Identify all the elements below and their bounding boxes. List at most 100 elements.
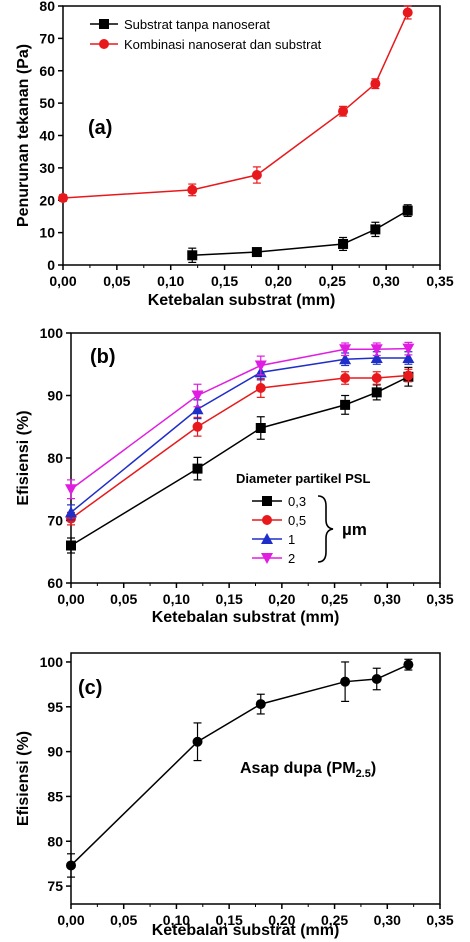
panel-label: (b) xyxy=(90,346,116,368)
legend-label: Substrat tanpa nanoserat xyxy=(124,17,270,32)
y-tick-label: 100 xyxy=(40,325,64,341)
x-tick-label: 0,20 xyxy=(265,273,292,289)
data-point xyxy=(339,344,352,356)
data-point xyxy=(340,399,351,410)
series-1 xyxy=(66,368,414,526)
y-tick-label: 80 xyxy=(47,450,63,466)
x-tick-label: 0,20 xyxy=(268,912,295,928)
y-tick-label: 70 xyxy=(39,30,55,46)
y-tick-label: 75 xyxy=(47,878,63,894)
series-line xyxy=(70,663,409,866)
series-3 xyxy=(65,341,415,500)
legend-brace xyxy=(317,495,334,563)
plot-frame xyxy=(70,652,441,905)
x-tick-label: 0,05 xyxy=(110,912,137,928)
data-point xyxy=(192,421,203,432)
data-point xyxy=(370,78,381,89)
y-tick-label: 95 xyxy=(47,699,63,715)
y-tick-label: 90 xyxy=(47,388,63,404)
legend-label: 2 xyxy=(288,551,295,566)
series-2 xyxy=(65,351,415,521)
y-tick-label: 70 xyxy=(47,513,63,529)
plot-frame xyxy=(70,332,441,584)
legend-marker xyxy=(262,496,272,506)
data-point xyxy=(65,506,77,518)
y-tick-label: 20 xyxy=(39,192,55,208)
data-point xyxy=(370,352,383,363)
data-point xyxy=(191,390,204,402)
data-point xyxy=(371,673,382,684)
data-point xyxy=(338,106,349,117)
data-point xyxy=(187,250,198,261)
data-point xyxy=(255,383,266,393)
x-tick-label: 0,35 xyxy=(426,591,453,607)
y-tick-label: 80 xyxy=(47,833,63,849)
data-point xyxy=(251,169,262,180)
data-point xyxy=(66,540,76,551)
panel-0: 0,00 0,05 0,10 0,15 0,20 0,25 0,30 0,35 0 10 20 30 4… xyxy=(15,0,454,309)
panel-2: 0,00 0,05 0,10 0,15 0,20 0,25 0,30 0,35 75 80 85 90… xyxy=(15,652,454,939)
data-point xyxy=(255,423,266,433)
series-0 xyxy=(66,658,414,878)
panel-label: (a) xyxy=(88,117,112,139)
y-tick-label: 60 xyxy=(39,63,55,79)
series-line xyxy=(62,12,409,199)
y-tick-label: 30 xyxy=(39,160,55,176)
x-tick-label: 0,35 xyxy=(426,912,453,928)
series-0 xyxy=(187,204,413,264)
data-point xyxy=(66,860,76,871)
x-tick-label: 0,30 xyxy=(374,591,401,607)
data-point xyxy=(254,360,267,372)
legend-title: Diameter partikel PSL xyxy=(236,471,370,486)
y-tick-label: 60 xyxy=(47,575,63,591)
data-point xyxy=(340,676,351,687)
data-point xyxy=(370,224,381,235)
legend-marker xyxy=(99,19,109,29)
x-tick-label: 0,25 xyxy=(321,591,348,607)
x-tick-label: 0,25 xyxy=(319,273,346,289)
data-point xyxy=(251,247,262,258)
legend-marker xyxy=(262,515,272,525)
data-point xyxy=(339,353,352,365)
data-point xyxy=(340,373,351,383)
x-tick-label: 0,00 xyxy=(57,912,84,928)
data-point xyxy=(402,352,415,363)
data-point xyxy=(58,192,68,203)
legend-label: Kombinasi nanoserat dan substrat xyxy=(124,37,322,52)
legend-marker xyxy=(261,533,273,544)
data-point xyxy=(338,238,349,249)
data-point xyxy=(402,205,413,216)
annotation-close: ) xyxy=(371,760,376,777)
y-tick-label: 100 xyxy=(40,654,64,670)
x-tick-label: 0,10 xyxy=(157,273,184,289)
x-tick-label: 0,05 xyxy=(103,273,130,289)
y-tick-label: 10 xyxy=(39,225,55,241)
x-tick-label: 0,30 xyxy=(374,912,401,928)
legend-label: 0,5 xyxy=(288,513,306,528)
legend-unit: µm xyxy=(342,520,367,539)
x-tick-label: 0,15 xyxy=(216,912,243,928)
x-tick-label: 0,15 xyxy=(211,273,238,289)
x-axis-title: Ketebalan substrat (mm) xyxy=(152,922,340,939)
annotation-sub: 2.5 xyxy=(356,768,371,780)
x-tick-label: 0,00 xyxy=(49,273,76,289)
series-line xyxy=(70,357,409,513)
x-tick-label: 0,00 xyxy=(57,591,84,607)
y-tick-label: 50 xyxy=(39,95,55,111)
data-point xyxy=(371,387,382,398)
y-axis-title: Efisiensi (%) xyxy=(15,731,32,826)
data-point xyxy=(370,344,383,356)
y-tick-label: 0 xyxy=(47,257,55,273)
panel-1: 0,00 0,05 0,10 0,15 0,20 0,25 0,30 0,35 60 70 80 90… xyxy=(15,325,454,626)
x-axis-title: Ketebalan substrat (mm) xyxy=(148,292,336,309)
series-line xyxy=(70,374,409,520)
series-line xyxy=(70,376,409,547)
legend-label: 1 xyxy=(288,532,295,547)
y-tick-label: 85 xyxy=(47,788,63,804)
annotation: Asap dupa (PM2.5) xyxy=(240,760,376,780)
x-axis-title: Ketebalan substrat (mm) xyxy=(152,609,340,626)
data-point xyxy=(65,484,77,496)
y-tick-label: 40 xyxy=(39,128,55,144)
x-tick-label: 0,15 xyxy=(216,591,243,607)
